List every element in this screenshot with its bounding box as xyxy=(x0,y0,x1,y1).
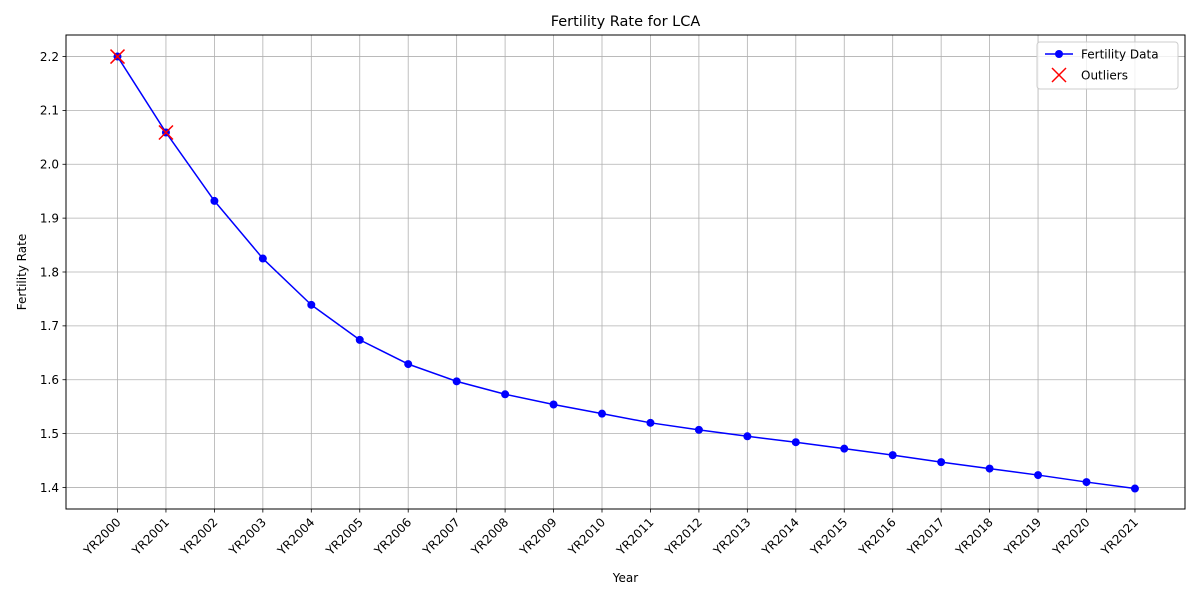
fertility-data-point xyxy=(1082,478,1091,487)
fertility-data-point xyxy=(598,409,606,418)
fertility-data-point xyxy=(646,418,655,427)
fertility-data-point xyxy=(694,425,703,434)
x-axis-label: Year xyxy=(612,571,638,585)
fertility-data-point xyxy=(1034,471,1043,480)
fertility-data-point xyxy=(452,377,461,386)
fertility-data-point xyxy=(501,390,510,399)
fertility-data-point xyxy=(743,432,752,441)
y-tick-label: 1.4 xyxy=(40,481,59,495)
fertility-data-point xyxy=(404,360,413,369)
y-tick-label: 2.2 xyxy=(40,50,59,64)
legend-circle-marker-icon xyxy=(1055,50,1063,58)
y-tick-label: 2.1 xyxy=(40,104,59,118)
chart-title: Fertility Rate for LCA xyxy=(551,14,701,30)
y-tick-label: 2.0 xyxy=(40,158,59,172)
outlier-marker xyxy=(158,124,174,141)
legend-label-fertility-data: Fertility Data xyxy=(1081,48,1159,62)
y-tick-label: 1.9 xyxy=(40,211,59,225)
fertility-data-point xyxy=(258,254,267,263)
fertility-data-point xyxy=(888,451,897,460)
y-axis-label: Fertility Rate xyxy=(15,234,29,310)
y-tick-label: 1.7 xyxy=(40,319,59,333)
fertility-data-point xyxy=(840,444,849,453)
grid xyxy=(66,35,1185,509)
y-ticks: 1.4 1.5 1.6 1.7 1.8 1.9 2.0 2.1 2.2 xyxy=(40,50,66,495)
fertility-data-point xyxy=(937,458,946,467)
fertility-data-point xyxy=(307,300,316,309)
fertility-data-point xyxy=(210,196,219,205)
fertility-data-point xyxy=(549,400,558,409)
fertility-data-line xyxy=(116,56,1136,490)
y-tick-label: 1.6 xyxy=(40,373,59,387)
outlier-marker xyxy=(109,49,126,65)
legend-label-outliers: Outliers xyxy=(1081,69,1128,83)
legend-x-marker-icon xyxy=(1051,67,1067,83)
legend: Fertility Data Outliers xyxy=(1036,41,1179,90)
y-tick-label: 1.5 xyxy=(40,427,59,441)
fertility-data-point xyxy=(985,464,994,473)
y-tick-label: 1.8 xyxy=(40,265,59,279)
fertility-data-point xyxy=(355,335,364,344)
fertility-data-point xyxy=(1130,484,1139,493)
fertility-data-point xyxy=(791,438,800,447)
plot-area xyxy=(109,49,1139,493)
